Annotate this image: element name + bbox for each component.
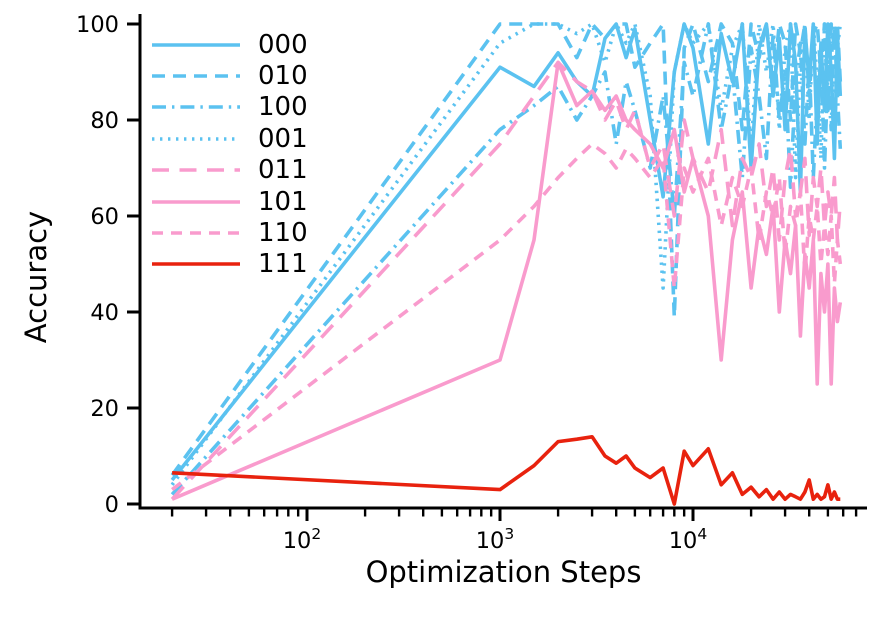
- legend-label: 001: [258, 123, 308, 154]
- legend-item-101: 101: [152, 186, 308, 217]
- y-tick-label: 20: [90, 396, 119, 422]
- series-line-110: [171, 142, 843, 492]
- y-tick-label: 60: [90, 204, 119, 230]
- legend-label: 101: [258, 186, 308, 217]
- series-line-100: [170, 22, 843, 496]
- series-line-101: [171, 60, 843, 501]
- legend-item-011: 011: [152, 155, 308, 186]
- legend-item-110: 110: [152, 217, 308, 248]
- y-tick-label: 40: [90, 300, 119, 326]
- legend: 000 010 100 001 011 101 110 111: [152, 29, 308, 280]
- series-line-111: [172, 434, 841, 506]
- series-line-011: [170, 60, 843, 501]
- legend-swatch-110: [152, 231, 240, 235]
- legend-item-111: 111: [152, 249, 308, 280]
- legend-label: 110: [258, 218, 308, 249]
- x-tick-label: 102: [283, 525, 322, 554]
- series-line-001: [170, 22, 843, 486]
- legend-item-001: 001: [152, 123, 308, 154]
- y-tick-label: 80: [90, 108, 119, 134]
- y-tick-label: 100: [76, 12, 119, 38]
- legend-swatch-001: [152, 137, 240, 141]
- y-axis-label: Accuracy: [19, 210, 53, 344]
- legend-swatch-011: [152, 168, 240, 173]
- legend-label: 010: [258, 61, 308, 92]
- legend-item-100: 100: [152, 92, 308, 123]
- x-tick-label: 103: [476, 525, 515, 554]
- x-tick-label: 104: [669, 525, 708, 554]
- legend-label: 111: [258, 249, 308, 280]
- legend-label: 000: [258, 29, 308, 60]
- legend-swatch-111: [152, 262, 240, 267]
- legend-swatch-010: [152, 74, 240, 78]
- x-axis-label: Optimization Steps: [365, 555, 642, 589]
- legend-swatch-100: [152, 105, 240, 110]
- y-tick-label: 0: [105, 492, 119, 518]
- legend-item-000: 000: [152, 29, 308, 60]
- axis-spines: [138, 14, 867, 510]
- legend-label: 100: [258, 92, 308, 123]
- legend-swatch-000: [152, 42, 240, 47]
- legend-swatch-101: [152, 199, 240, 204]
- legend-label: 011: [258, 155, 308, 186]
- legend-item-010: 010: [152, 60, 308, 91]
